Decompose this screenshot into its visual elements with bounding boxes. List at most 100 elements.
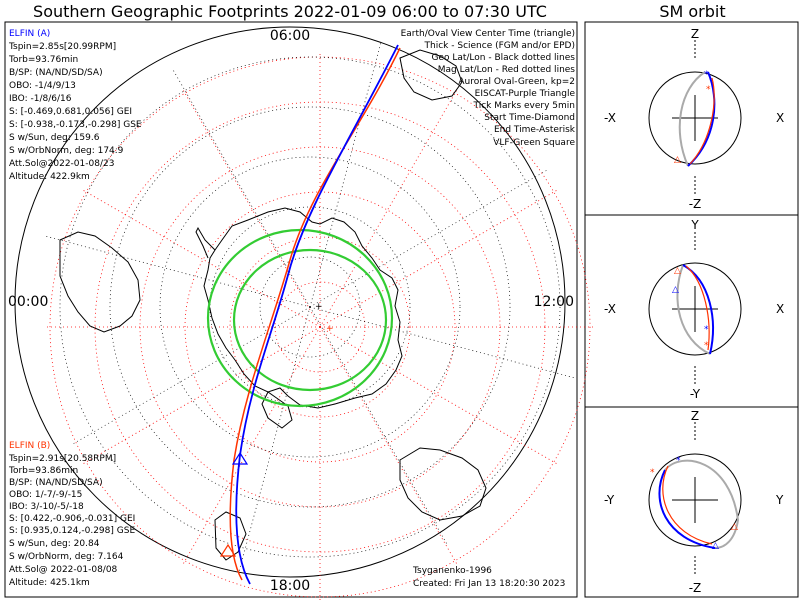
legend-item: Geo Lat/Lon - Black dotted lines (431, 53, 575, 63)
legend-item: Auroral Oval-Green, kp=2 (458, 77, 575, 87)
sm-orbit-title: SM orbit (659, 2, 726, 21)
elfin-a-line: S: [-0.469,0.681,0.056] GEI (9, 107, 132, 117)
elfin-b-view-center-triangle (219, 543, 237, 557)
mag-longitude-line (81, 326, 321, 465)
geo-latitude-circle (59, 56, 561, 558)
map-boundary-circle (14, 26, 566, 578)
sm-axis-right: Y (775, 493, 784, 507)
elfin-b-orbit (685, 265, 710, 351)
hour-label-bottom: 18:00 (270, 578, 310, 594)
sm-axis-bottom: -Z (689, 197, 702, 211)
sm-axis-left: -Y (604, 493, 615, 507)
legend-item: End Time-Asterisk (494, 125, 576, 135)
elfin-a-line: Tspin=2.85s[20.99RPM] (8, 42, 116, 52)
legend-item: EISCAT-Purple Triangle (475, 89, 576, 99)
elfin-b-line: S: [0.935,0.124,-0.298] GSE (9, 526, 135, 536)
elfin-b-line: S w/OrbNorm, deg: 7.164 (9, 552, 124, 562)
hour-label-left: 00:00 (8, 294, 48, 310)
elfin-b-line: Tspin=2.91s[20.58RPM] (8, 454, 116, 464)
mag-pole-marker: + (326, 324, 334, 334)
legend-item: Mag Lat/Lon - Red dotted lines (438, 65, 576, 75)
elfin-a-line: S: [-0.938,-0.173,-0.298] GSE (9, 120, 142, 130)
africa-tip (399, 49, 463, 101)
elfin-a-line: Altitude: 422.9km (9, 172, 90, 182)
elfin-a-line: Att.Sol@2022-01-08/23 (9, 159, 114, 169)
geo-longitude-line (44, 235, 311, 308)
elfin-b-start-marker: △ (674, 155, 681, 165)
antarctic-peninsula (195, 226, 216, 259)
mag-latitude-circle (184, 191, 456, 463)
elfin-a-orbit (658, 469, 716, 549)
elfin-a-start-marker: △ (672, 285, 679, 295)
elfin-b-end-marker: * (704, 341, 709, 351)
elfin-b-line: Torb=93.86min (8, 466, 78, 476)
south-america-tip (59, 231, 141, 333)
elfin-b-orbit (662, 465, 713, 545)
mag-grid (45, 52, 595, 600)
elfin-a-end-marker: * (704, 70, 709, 80)
created-timestamp: Created: Fri Jan 13 18:20:30 2023 (413, 579, 565, 589)
geo-longitude-line (309, 169, 549, 308)
elfin-b-track (229, 47, 401, 581)
sm-frame (584, 21, 799, 598)
legend: Earth/Oval View Center Time (triangle) T… (401, 29, 576, 148)
auroral-oval-outer (206, 228, 394, 408)
geo-longitude-line (309, 41, 382, 308)
elfin-a-line: B/SP: (NA/ND/SD/SA) (9, 68, 103, 78)
elfin-b-line: B/SP: (NA/ND/SD/SA) (9, 478, 103, 488)
earth-circle (648, 71, 742, 165)
auroral-oval (206, 228, 394, 408)
geo-longitude-line (238, 306, 311, 573)
sm-axis-top: Z (691, 27, 699, 41)
legend-item: Thick - Science (FGM and/or EPD) (424, 41, 575, 51)
geo-latitude-circle (259, 256, 361, 358)
elfin-b-line: OBO: 1/-7/-9/-15 (9, 490, 82, 500)
elfin-a-title: ELFIN (A) (9, 29, 50, 39)
sm-axis-left: -X (604, 302, 616, 316)
australia-tip (399, 447, 487, 521)
new-zealand (214, 511, 247, 561)
elfin-a-start-marker: △ (712, 541, 719, 551)
elfin-a-line: Torb=93.76min (8, 55, 78, 65)
sm-panel-2: △ △ * * Y -Y -X X (604, 218, 784, 401)
elfin-b-start-marker: △ (731, 522, 738, 532)
earth-circle (648, 262, 742, 356)
hour-label-top: 06:00 (270, 28, 310, 44)
mag-latitude-circle (229, 236, 411, 418)
elfin-a-line: IBO: -1/8/6/16 (9, 94, 72, 104)
legend-item: Tick Marks every 5min (473, 101, 575, 111)
sm-axis-right: X (776, 111, 784, 125)
elfin-b-line: S w/Sun, deg: 20.84 (9, 539, 100, 549)
mag-longitude-line (319, 326, 458, 566)
mag-longitude-line (319, 326, 559, 465)
elfin-a-info: ELFIN (A) Tspin=2.85s[20.99RPM] Torb=93.… (8, 29, 142, 182)
geo-latitude-circle (109, 106, 511, 508)
legend-item: Earth/Oval View Center Time (triangle) (401, 29, 575, 39)
map-frame (4, 21, 578, 598)
elfin-a-line: S w/Sun, deg: 159.6 (9, 133, 100, 143)
sm-axis-top: Z (691, 409, 699, 423)
sm-axis-right: X (776, 302, 784, 316)
mag-latitude-circle (49, 56, 591, 598)
elfin-b-line: Att.Sol@ 2022-01-08/08 (9, 565, 118, 575)
model-credit: Tsyganenko-1996 (412, 566, 492, 576)
elfin-b-end-marker: * (650, 468, 655, 478)
orbit-shadow (676, 264, 711, 355)
legend-item: VLF-Green Square (493, 138, 575, 148)
earth-circle (648, 453, 742, 547)
orbit-shadow (664, 459, 740, 549)
elfin-a-line: S w/OrbNorm, deg: 174.9 (9, 146, 124, 156)
geo-longitude-line (71, 306, 311, 445)
geo-pole-marker: + (315, 302, 323, 312)
elfin-b-line: Altitude: 425.1km (9, 578, 90, 588)
elfin-a-end-marker: * (676, 456, 681, 466)
hour-label-right: 12:00 (534, 294, 574, 310)
auroral-oval-inner (232, 248, 388, 392)
polar-map: + + (14, 26, 595, 600)
elfin-b-line: S: [0.422,-0.906,-0.031] GEI (9, 514, 135, 524)
sm-panel-1: * * △ Z -Z -X X (604, 27, 784, 211)
mag-longitude-line (182, 326, 321, 566)
antarctica-coastline (203, 207, 403, 409)
elfin-b-info: ELFIN (B) Tspin=2.91s[20.58RPM] Torb=93.… (8, 441, 135, 588)
